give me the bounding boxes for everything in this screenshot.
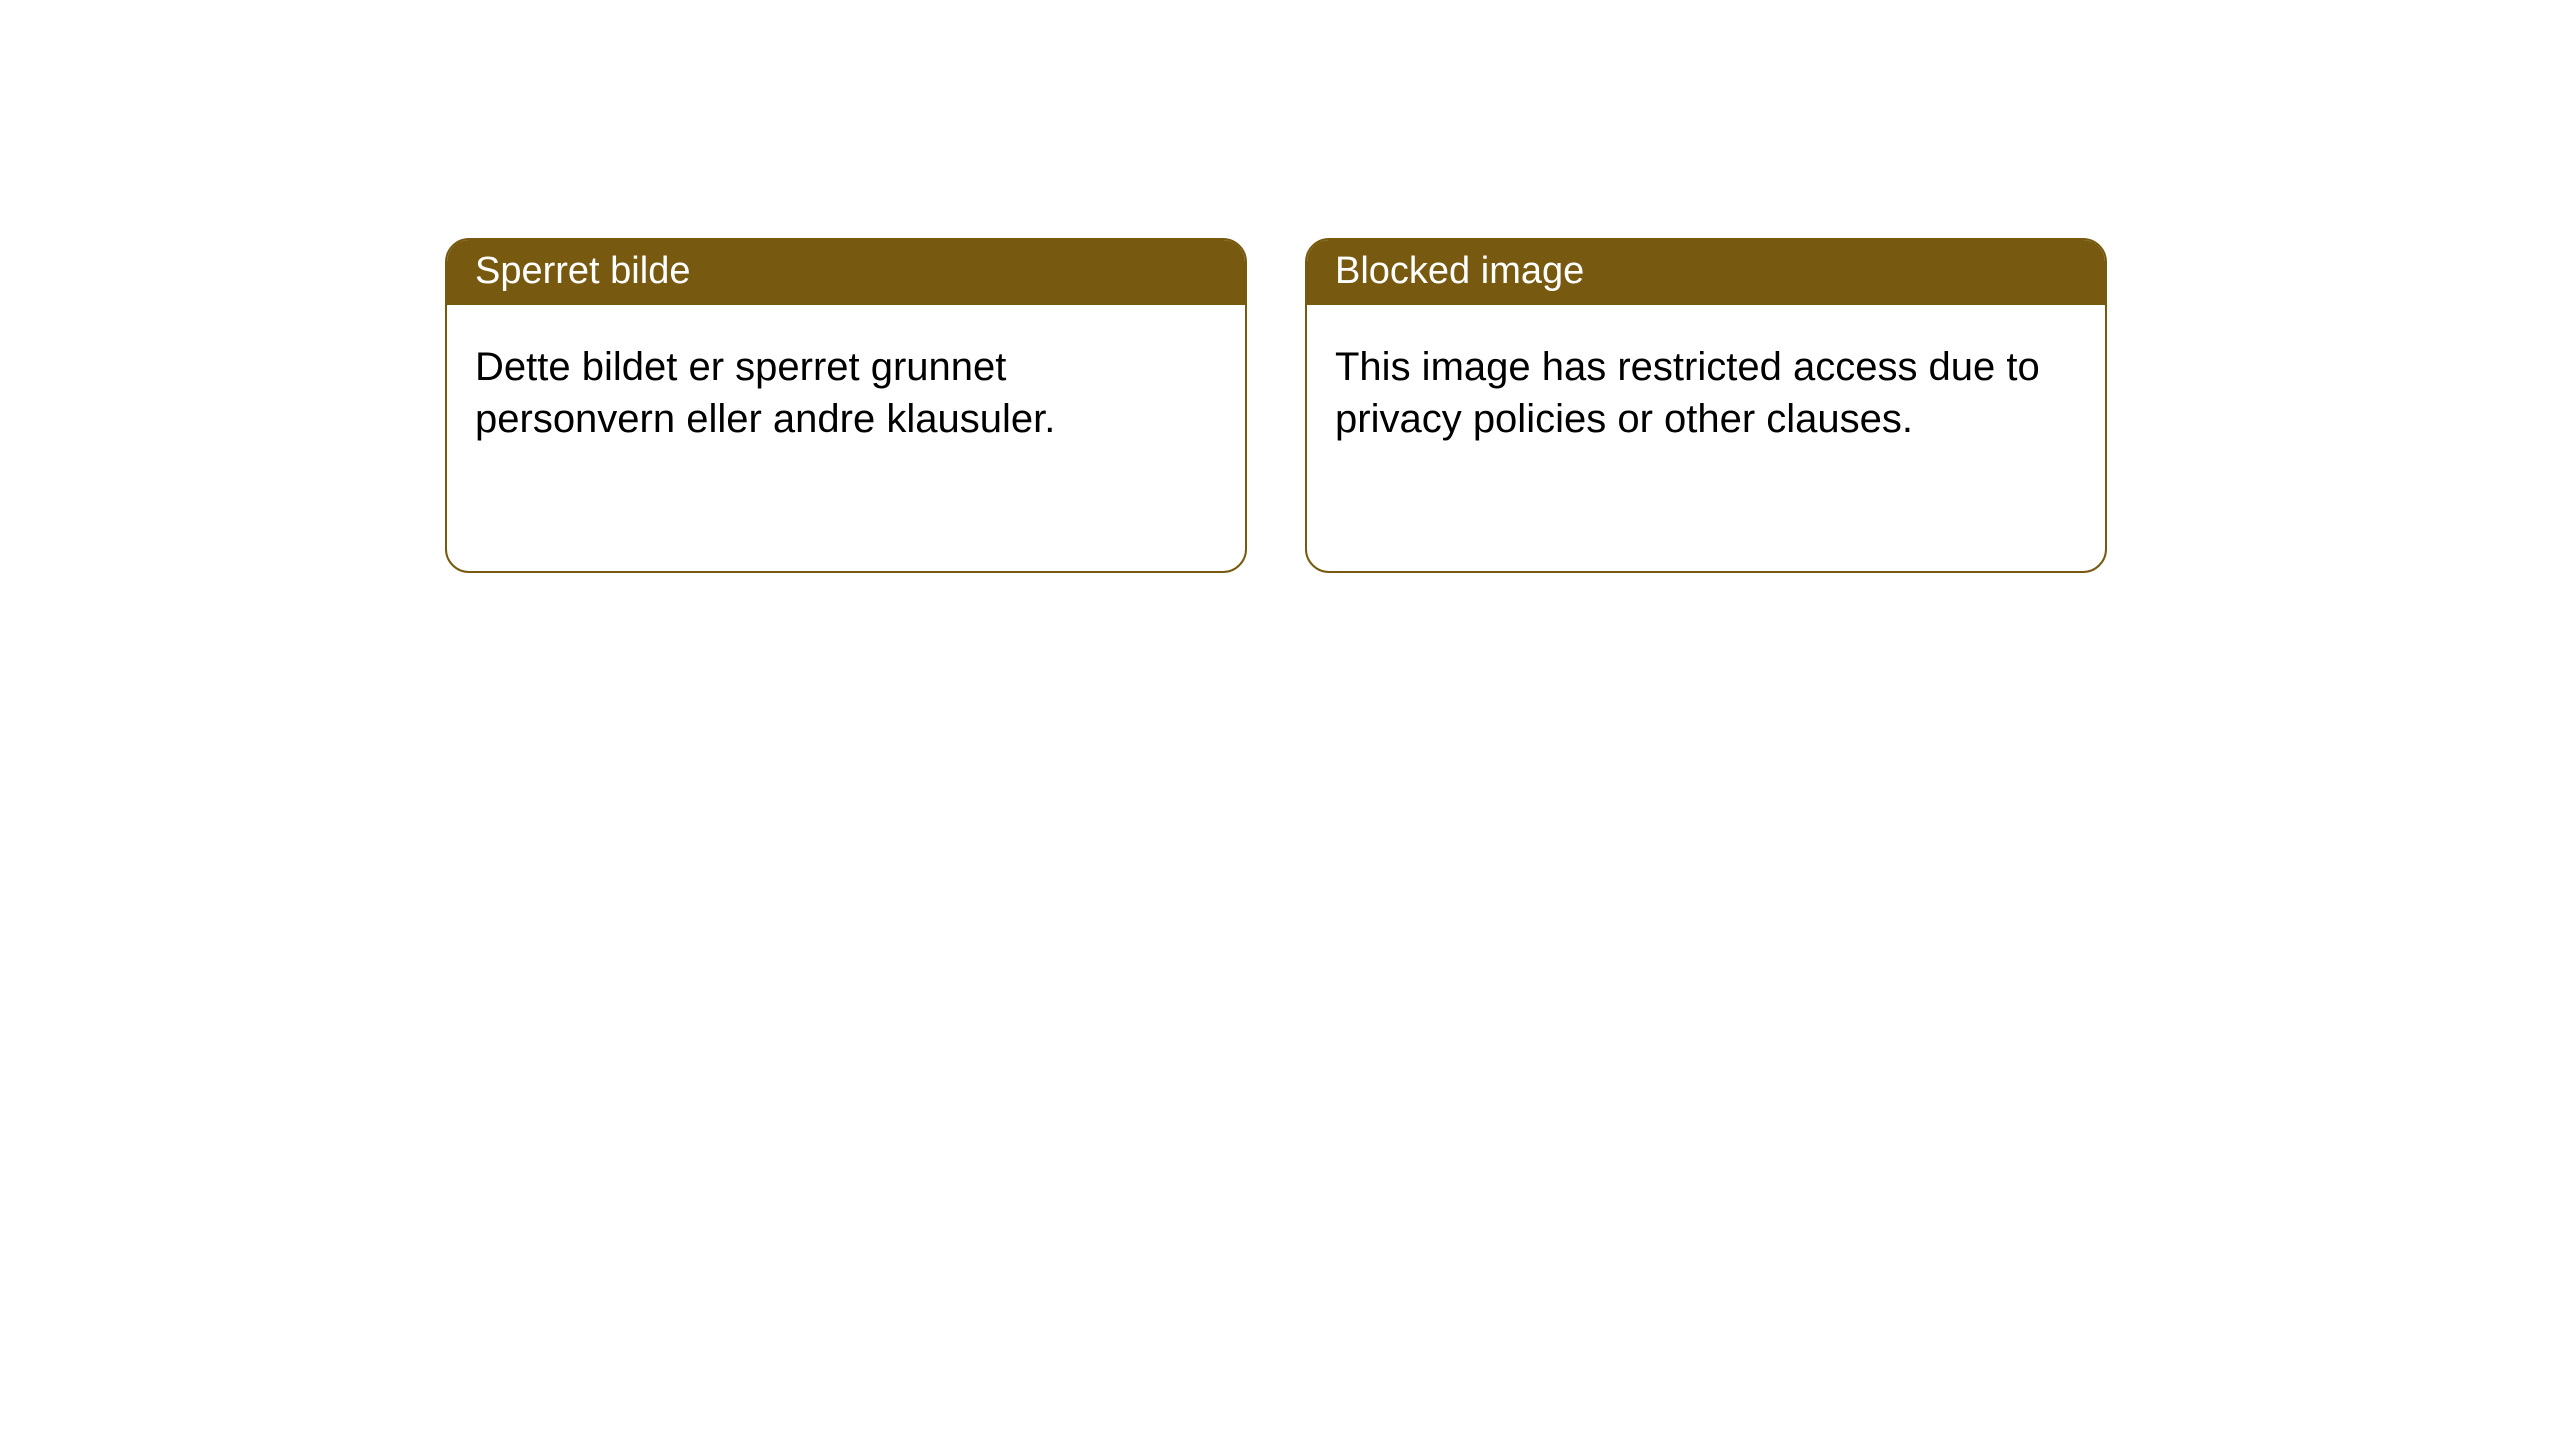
notice-container: Sperret bilde Dette bildet er sperret gr… bbox=[445, 238, 2107, 573]
notice-box-english: Blocked image This image has restricted … bbox=[1305, 238, 2107, 573]
notice-header: Sperret bilde bbox=[447, 240, 1245, 305]
notice-header: Blocked image bbox=[1307, 240, 2105, 305]
notice-box-norwegian: Sperret bilde Dette bildet er sperret gr… bbox=[445, 238, 1247, 573]
notice-body: This image has restricted access due to … bbox=[1307, 305, 2105, 473]
notice-body: Dette bildet er sperret grunnet personve… bbox=[447, 305, 1245, 473]
